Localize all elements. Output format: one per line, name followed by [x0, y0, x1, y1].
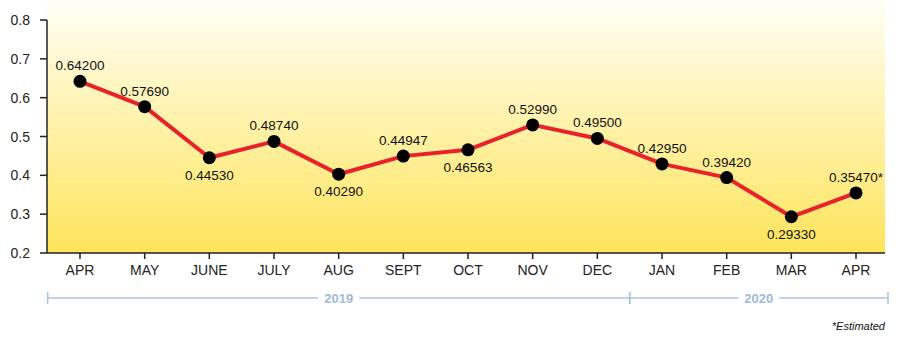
data-label: 0.40290	[314, 184, 363, 199]
marker	[850, 186, 863, 199]
y-tick-label: 0.5	[11, 129, 31, 145]
marker	[332, 168, 345, 181]
x-tick-label: JULY	[257, 262, 291, 278]
x-tick-label: OCT	[453, 262, 483, 278]
group-bracket-end	[47, 292, 49, 304]
series-group	[74, 75, 863, 223]
plot-background	[47, 0, 885, 253]
x-tick	[79, 253, 81, 259]
group-bracket-end	[887, 292, 889, 304]
data-label: 0.29330	[767, 227, 816, 242]
marker	[591, 132, 604, 145]
x-tick-label: AUG	[323, 262, 353, 278]
x-tick-label: MAY	[130, 262, 160, 278]
y-tick	[40, 58, 47, 60]
x-tick-label: APR	[66, 262, 95, 278]
x-tick	[273, 253, 275, 259]
x-tick	[403, 253, 405, 259]
line	[80, 81, 856, 216]
annotation: *Estimated	[832, 320, 886, 332]
marker	[268, 135, 281, 148]
x-tick	[338, 253, 340, 259]
y-tick	[40, 136, 47, 138]
x-tick	[467, 253, 469, 259]
x-tick	[661, 253, 663, 259]
x-tick-label: FEB	[713, 262, 740, 278]
data-label: 0.57690	[120, 84, 169, 99]
x-tick	[597, 253, 599, 259]
group-bracket-end	[629, 292, 631, 304]
x-tick	[532, 253, 534, 259]
marker	[785, 210, 798, 223]
data-label: 0.44530	[185, 168, 234, 183]
x-axis	[47, 252, 885, 254]
y-tick	[40, 213, 47, 215]
x-tick-label: JAN	[649, 262, 675, 278]
group-label: 2019	[324, 291, 353, 306]
data-label: 0.46563	[444, 160, 493, 175]
data-label: 0.44947	[379, 133, 428, 148]
y-tick	[40, 97, 47, 99]
group-label: 2020	[744, 291, 773, 306]
marker	[138, 100, 151, 113]
marker	[74, 75, 87, 88]
data-label: 0.64200	[56, 58, 105, 73]
group-bracket-end	[629, 292, 631, 304]
y-tick-label: 0.3	[11, 206, 31, 222]
x-tick-label: APR	[842, 262, 871, 278]
y-tick	[40, 252, 47, 254]
marker	[720, 171, 733, 184]
chart: 0.2 0.3 0.4 0.5 0.6 0.7 0.8 APR MAY JUNE JULY AUG SE…	[0, 0, 900, 350]
y-tick-label: 0.8	[11, 12, 31, 28]
group-label-background	[738, 290, 779, 306]
data-label: 0.39420	[702, 155, 751, 170]
x-tick	[726, 253, 728, 259]
x-tick	[144, 253, 146, 259]
data-label: 0.42950	[638, 141, 687, 156]
marker	[656, 157, 669, 170]
x-tick-label: DEC	[583, 262, 613, 278]
x-tick	[209, 253, 211, 259]
x-tick	[855, 253, 857, 259]
y-tick	[40, 19, 47, 21]
x-tick-label: MAR	[776, 262, 807, 278]
y-tick-label: 0.4	[11, 167, 31, 183]
data-label: 0.35470*	[829, 170, 884, 185]
y-tick-label: 0.2	[11, 245, 31, 261]
y-tick-label: 0.7	[11, 51, 31, 67]
x-tick-label: SEPT	[385, 262, 422, 278]
marker	[397, 150, 410, 163]
marker	[462, 143, 475, 156]
data-label: 0.49500	[573, 115, 622, 130]
y-tick	[40, 175, 47, 177]
group-label-background	[318, 290, 359, 306]
y-tick-label: 0.6	[11, 90, 31, 106]
marker	[203, 151, 216, 164]
x-tick-label: NOV	[517, 262, 548, 278]
data-label: 0.52990	[508, 102, 557, 117]
data-label: 0.48740	[250, 118, 299, 133]
x-tick-label: JUNE	[191, 262, 228, 278]
marker	[526, 118, 539, 131]
x-tick	[791, 253, 793, 259]
